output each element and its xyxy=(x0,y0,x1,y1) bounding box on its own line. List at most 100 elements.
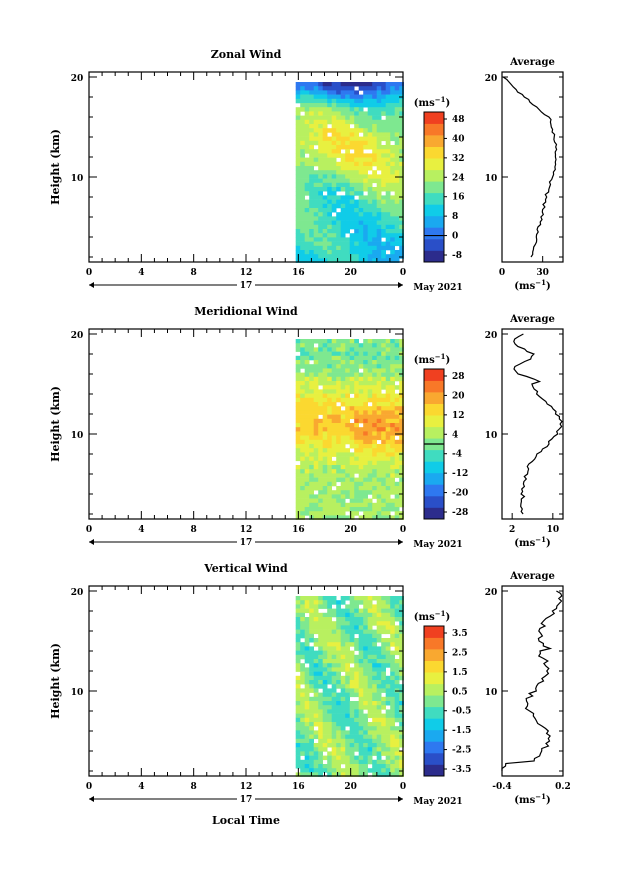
heatmap-cell xyxy=(345,713,350,719)
heatmap-cell xyxy=(376,389,382,394)
heatmap-cell xyxy=(381,258,386,263)
heatmap-cell xyxy=(390,216,395,221)
heatmap-cell xyxy=(322,460,328,466)
heatmap-cell xyxy=(367,684,373,689)
heatmap-cell xyxy=(322,680,328,685)
heatmap-cell xyxy=(327,481,332,487)
heatmap-cell xyxy=(349,621,355,626)
heatmap-cell xyxy=(309,659,314,664)
heatmap-cell xyxy=(313,182,319,188)
heatmap-cell xyxy=(331,128,337,133)
heatmap-cell xyxy=(385,764,391,769)
heatmap-cell xyxy=(349,111,355,116)
heatmap-cell xyxy=(300,717,305,723)
day-label: 17 xyxy=(240,795,253,805)
heatmap-cell xyxy=(327,224,332,230)
heatmap-cell xyxy=(367,431,373,436)
heatmap-cell xyxy=(345,351,350,357)
heatmap-cell xyxy=(385,389,391,394)
heatmap-cell xyxy=(394,460,400,466)
heatmap-cell xyxy=(309,229,314,234)
heatmap-cell xyxy=(318,617,323,622)
heatmap-cell xyxy=(358,435,364,441)
heatmap-cell xyxy=(358,153,364,158)
heatmap-cell xyxy=(381,224,386,230)
heatmap-cell xyxy=(304,659,310,664)
heatmap-cell xyxy=(349,604,355,609)
colorbar-tick-label: 1.5 xyxy=(452,668,468,678)
heatmap-cell xyxy=(385,688,391,693)
heatmap-cell xyxy=(295,439,301,445)
heatmap-cell xyxy=(381,617,386,622)
heatmap-cell xyxy=(340,355,346,361)
heatmap-cell xyxy=(318,229,323,234)
heatmap-cell xyxy=(304,633,310,639)
heatmap-cell xyxy=(399,481,404,487)
heatmap-cell xyxy=(358,376,364,382)
heatmap-cell xyxy=(363,688,368,693)
heatmap-cell xyxy=(313,233,319,238)
profile-curve xyxy=(513,333,563,515)
heatmap-cell xyxy=(358,254,364,259)
heatmap-cell xyxy=(318,465,323,470)
heatmap-cell xyxy=(309,633,314,639)
unit-close: ) xyxy=(445,355,450,366)
heatmap-cell xyxy=(349,617,355,622)
heatmap-cell xyxy=(340,250,346,255)
heatmap-cell xyxy=(349,128,355,133)
heatmap-cell xyxy=(300,182,305,188)
heatmap-cell xyxy=(313,596,319,601)
heatmap-cell xyxy=(399,212,404,217)
heatmap-cell xyxy=(327,772,332,777)
profile-x-tick-label: 30 xyxy=(536,268,549,278)
heatmap-cell xyxy=(304,646,310,651)
heatmap-cell xyxy=(367,701,373,706)
heatmap-cell xyxy=(390,254,395,259)
heatmap-cell xyxy=(372,212,377,217)
heatmap-cell xyxy=(376,486,382,491)
heatmap-cell xyxy=(367,212,373,217)
heatmap-cell xyxy=(385,355,391,361)
heatmap-cell xyxy=(385,136,391,142)
heatmap-cell xyxy=(345,612,350,618)
heatmap-cell xyxy=(327,435,332,441)
heatmap-cell xyxy=(385,115,391,121)
heatmap-cell xyxy=(394,402,400,407)
heatmap-cell xyxy=(318,477,323,483)
x-tick-label: 12 xyxy=(240,268,253,278)
heatmap-cell xyxy=(394,355,400,361)
heatmap-cell xyxy=(363,376,368,382)
heatmap-cell xyxy=(300,481,305,487)
heatmap-cell xyxy=(322,481,328,487)
heatmap-cell xyxy=(399,191,404,196)
heatmap-cell xyxy=(313,103,319,108)
heatmap-cell xyxy=(358,372,364,378)
heatmap-cell xyxy=(295,208,301,213)
heatmap-cell xyxy=(367,258,373,263)
heatmap-cell xyxy=(390,456,395,462)
colorbar-segment xyxy=(424,169,444,182)
heatmap-cell xyxy=(331,82,337,87)
heatmap-cell xyxy=(367,596,373,601)
heatmap-cell xyxy=(309,688,314,693)
heatmap-cell xyxy=(304,187,310,192)
heatmap-cell xyxy=(372,481,377,487)
heatmap-cell xyxy=(300,237,305,242)
x-tick-label: 4 xyxy=(138,268,144,278)
heatmap-cell xyxy=(354,604,359,609)
heatmap-cell xyxy=(318,701,323,706)
heatmap-cell xyxy=(354,145,359,150)
colorbar-tick-label: -3.5 xyxy=(452,765,471,775)
heatmap-cell xyxy=(358,717,364,723)
heatmap-cell xyxy=(385,448,391,453)
heatmap-cell xyxy=(367,612,373,618)
day-bar-arrow-right xyxy=(398,282,403,288)
heatmap-cell xyxy=(372,136,377,142)
heatmap-cell xyxy=(385,216,391,221)
heatmap-cell xyxy=(394,166,400,171)
heatmap-cell xyxy=(354,511,359,516)
heatmap-cell xyxy=(331,675,337,681)
heatmap-cell xyxy=(354,755,359,761)
heatmap-cell xyxy=(313,111,319,116)
